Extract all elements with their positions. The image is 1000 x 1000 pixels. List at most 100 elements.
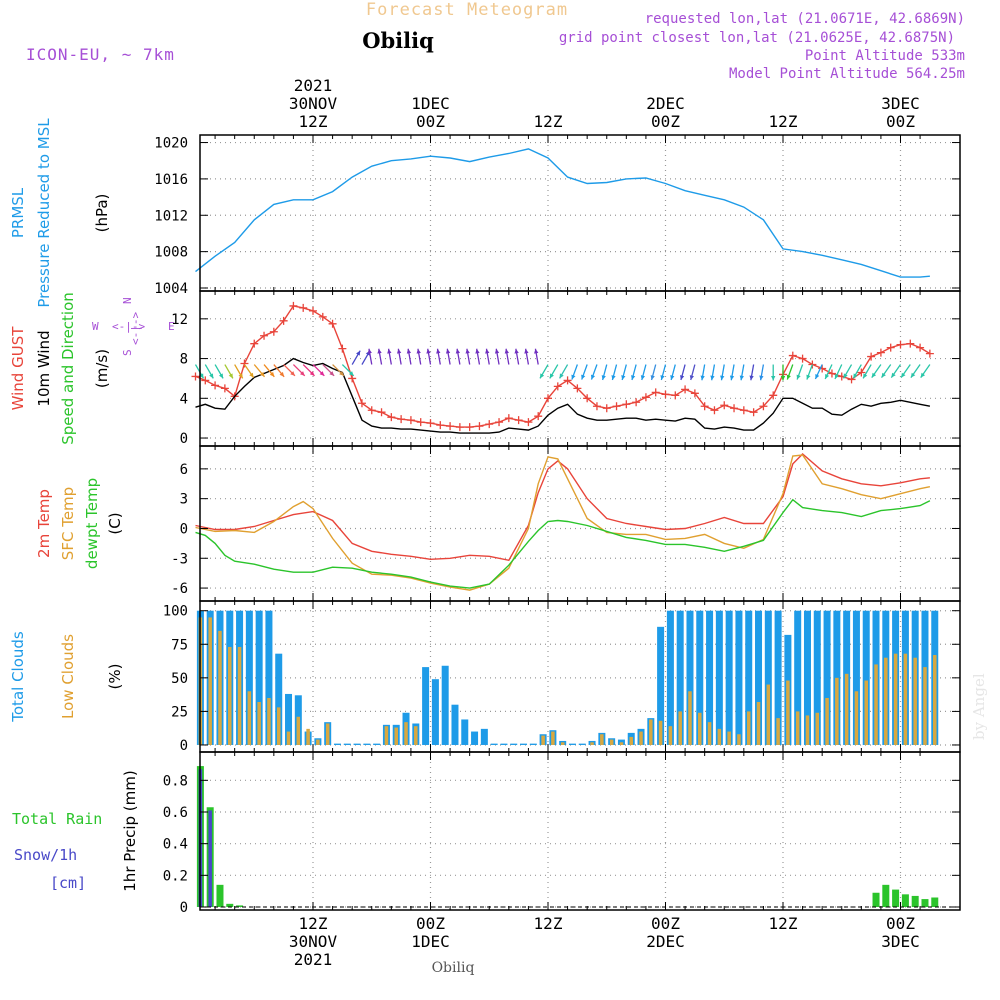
wind-arrow-head xyxy=(465,348,470,354)
bottom-time-label: 00Z xyxy=(886,914,915,933)
y-tick-label: 3 xyxy=(180,492,188,508)
bar-total-clouds xyxy=(363,743,371,745)
bar-low-clouds xyxy=(835,677,839,745)
gust-marker xyxy=(465,423,474,432)
wind-arrow-head xyxy=(356,350,361,356)
y-tick-label: 0.8 xyxy=(163,773,188,789)
wind-arrow-head xyxy=(416,348,421,354)
bar-total-clouds xyxy=(568,743,576,745)
top-time-label: 12Z xyxy=(534,112,563,131)
wind-arrow-head xyxy=(300,371,305,376)
bar-low-clouds xyxy=(903,653,908,745)
compass-w: W xyxy=(92,320,99,333)
gust-marker xyxy=(534,412,543,421)
bottom-time-label: 00Z xyxy=(651,914,680,933)
gust-marker xyxy=(406,416,415,425)
bar-total-rain xyxy=(931,897,939,907)
gust-marker xyxy=(348,374,357,383)
gust-marker xyxy=(690,389,699,398)
gust-marker xyxy=(661,390,670,399)
gust-marker xyxy=(720,401,729,410)
gust-marker xyxy=(475,422,484,431)
wind-arrow-head xyxy=(571,374,576,380)
compass-e: E xyxy=(168,320,175,333)
top-time-label: 12Z xyxy=(769,112,798,131)
legend-snow-unit: [cm] xyxy=(50,874,86,892)
bar-low-clouds xyxy=(267,697,271,745)
gridpoint-coords: grid point closest lon,lat (21.0625E, 42… xyxy=(559,30,955,46)
bar-total-clouds xyxy=(657,626,665,745)
bar-total-clouds xyxy=(490,743,498,745)
wind-arrow-head xyxy=(504,348,509,354)
gust-marker xyxy=(240,359,249,368)
wind-arrow-head xyxy=(759,375,764,381)
gust-marker xyxy=(416,418,425,427)
axis-label: (%) xyxy=(106,664,124,690)
wind-arrow-head xyxy=(581,374,586,380)
bar-low-clouds xyxy=(825,697,829,745)
wind-arrow-head xyxy=(720,375,725,381)
top-time-label: 00Z xyxy=(651,112,680,131)
bar-total-clouds xyxy=(343,743,351,745)
y-tick-label: 75 xyxy=(171,637,188,653)
chart-suptitle: Forecast Meteogram xyxy=(366,0,568,20)
wind-arrow-head xyxy=(367,348,372,354)
wind-arrow-head xyxy=(710,375,715,381)
y-tick-label: 0 xyxy=(180,900,188,916)
wind-arrow-head xyxy=(559,373,564,379)
wind-arrow-head xyxy=(377,348,382,354)
gust-marker xyxy=(514,416,523,425)
wind-arrow-head xyxy=(590,374,596,380)
axis-label: Low Clouds xyxy=(59,634,77,719)
bar-total-clouds xyxy=(275,653,283,745)
bar-low-clouds xyxy=(228,646,232,745)
wind-arrow-head xyxy=(689,375,694,380)
bar-total-clouds xyxy=(803,610,811,745)
wind-arrow-head xyxy=(611,375,616,380)
bar-low-clouds xyxy=(805,715,810,745)
model-label: ICON-EU, ~ 7km xyxy=(26,45,175,64)
series-line-wind xyxy=(195,357,931,434)
gust-marker xyxy=(583,394,592,403)
bar-low-clouds xyxy=(698,712,702,745)
bar-total-rain xyxy=(226,903,234,907)
series-line-gust xyxy=(195,305,931,428)
y-tick-label: 100 xyxy=(163,604,188,620)
bar-low-clouds xyxy=(639,731,643,745)
bar-low-clouds xyxy=(874,664,878,745)
gust-marker xyxy=(289,301,298,310)
bar-total-clouds xyxy=(461,719,469,745)
bar-total-clouds xyxy=(245,610,253,745)
wind-arrow-head xyxy=(621,375,626,380)
gust-marker xyxy=(377,408,386,417)
wind-arrow-head xyxy=(396,348,402,354)
bar-total-clouds xyxy=(441,665,449,745)
bar-total-clouds xyxy=(774,610,782,745)
bottom-time-label: 30NOV xyxy=(289,932,338,951)
gust-marker xyxy=(759,402,768,411)
bar-low-clouds xyxy=(786,680,790,745)
bar-low-clouds xyxy=(560,742,565,745)
panel-frame xyxy=(199,751,961,911)
gust-marker xyxy=(876,348,885,357)
wind-arrow-head xyxy=(455,348,461,354)
wind-arrow-head xyxy=(329,371,335,376)
gust-marker xyxy=(220,384,229,393)
panel-precip xyxy=(196,766,960,908)
bar-total-rain xyxy=(236,905,244,907)
wind-arrow-head xyxy=(445,348,451,354)
requested-coords: requested lon,lat (21.0671E, 42.6869N) xyxy=(645,11,965,27)
top-time-label: 2DEC xyxy=(646,94,685,113)
gust-marker xyxy=(847,375,856,384)
gust-marker xyxy=(563,376,572,385)
bar-low-clouds xyxy=(756,702,761,745)
bar-low-clouds xyxy=(923,667,927,745)
y-tick-label: 50 xyxy=(171,671,188,687)
gust-marker xyxy=(602,404,611,413)
wind-arrow-head xyxy=(834,374,839,380)
axis-label: PRMSL xyxy=(9,187,27,238)
legend-total-rain: Total Rain xyxy=(12,810,102,828)
gust-marker xyxy=(318,312,327,321)
compass-v: <-|-> xyxy=(129,312,142,345)
